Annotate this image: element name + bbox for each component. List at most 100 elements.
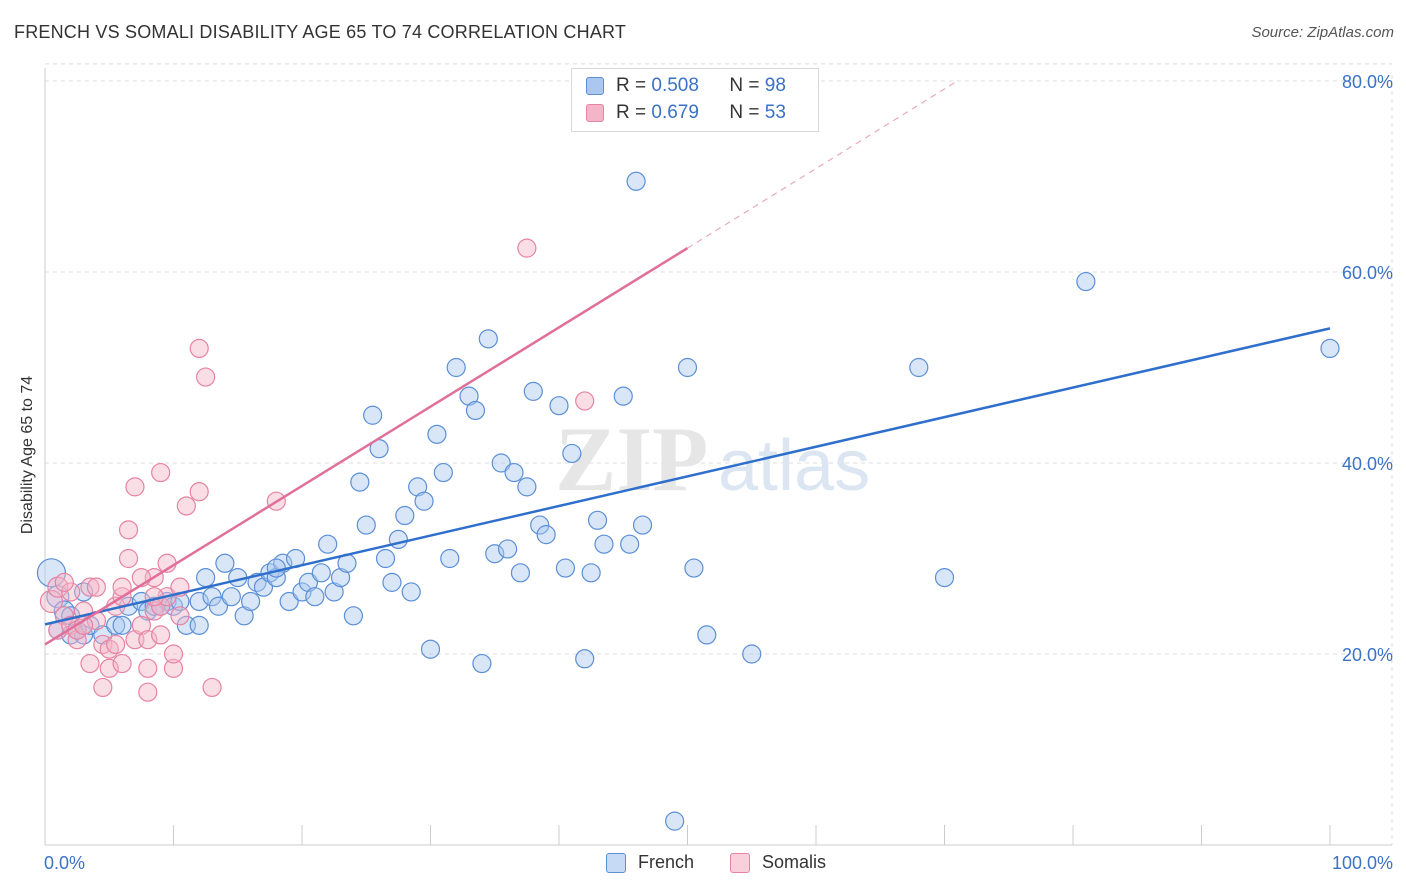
legend-r-label: R = (616, 102, 647, 123)
somalis-point (189, 482, 209, 502)
french-point (594, 534, 614, 554)
french-point (324, 582, 344, 602)
french-point (613, 386, 633, 406)
legend-r-label: R = (616, 75, 647, 96)
tick-labels: 20.0% 40.0% 60.0% 80.0% 0.0% 100.0% (44, 72, 1393, 873)
french-trendline (44, 327, 1331, 626)
french-point (221, 587, 241, 607)
somalis-point (106, 634, 126, 655)
french-point (420, 639, 441, 659)
axes (44, 68, 1392, 846)
french-point (395, 505, 415, 526)
somalis-point (125, 477, 145, 497)
french-point (305, 587, 325, 607)
legend-stats: R = 0.508 N = 98 R = 0.679 N = 53 (571, 68, 819, 132)
y-tick-label: 60.0% (1342, 263, 1393, 283)
watermark-atlas: atlas (718, 426, 870, 506)
french-point (363, 405, 383, 425)
french-point (36, 558, 67, 588)
somalis-point (39, 589, 64, 614)
french-point (427, 424, 447, 444)
french-point (478, 329, 498, 349)
somalis-point (86, 577, 107, 597)
french-point (106, 615, 126, 635)
french-point (446, 357, 466, 378)
legend-r-value: 0.679 (651, 102, 699, 123)
legend-label-french: French (638, 852, 695, 872)
somalis-point (54, 572, 74, 592)
watermark: ZIP atlas (555, 408, 870, 510)
french-point (112, 615, 132, 635)
french-point (581, 563, 601, 583)
legend-item-french[interactable]: French (606, 852, 694, 873)
somalis-point (112, 653, 132, 674)
legend-series: French Somalis (0, 852, 1406, 876)
somalis-point (517, 238, 537, 258)
french-point (298, 572, 319, 592)
somalis-point (118, 548, 139, 569)
french-point (279, 591, 299, 612)
french-point (536, 525, 556, 545)
french-point (465, 400, 486, 421)
french-point (189, 591, 209, 612)
somalis-point (138, 630, 158, 650)
watermark-zip: ZIP (555, 408, 708, 510)
french-point (414, 491, 434, 511)
x-tick-label: 0.0% (44, 853, 85, 873)
grid-lines (45, 63, 1393, 845)
legend-row-french: R = 0.508 N = 98 (586, 74, 786, 98)
french-point (620, 534, 640, 554)
french-point (318, 534, 338, 554)
somalis-point (99, 658, 119, 678)
french-points (36, 171, 1340, 831)
french-point (575, 649, 595, 669)
french-point (382, 572, 402, 592)
somalis-point (61, 582, 81, 602)
legend-r-value: 0.508 (651, 75, 699, 96)
french-point (440, 548, 460, 569)
legend-swatch-somalis (730, 852, 750, 873)
somalis-point (138, 682, 158, 702)
french-point (1320, 338, 1340, 358)
legend-item-somalis[interactable]: Somalis (730, 852, 826, 873)
y-tick-label: 80.0% (1342, 72, 1393, 92)
somalis-point (196, 367, 216, 387)
y-tick-label: 40.0% (1342, 454, 1393, 474)
somalis-point (151, 625, 171, 645)
somalis-point (47, 576, 69, 598)
french-point (292, 582, 312, 602)
somalis-point (189, 338, 209, 358)
french-point (555, 558, 576, 578)
french-point (697, 625, 717, 645)
somalis-point (80, 653, 100, 674)
trendlines (44, 80, 1331, 646)
french-point (684, 558, 704, 578)
legend-n-label: N = (729, 102, 760, 123)
french-point (356, 515, 376, 535)
legend-n-value: 53 (764, 102, 786, 123)
somalis-point (170, 606, 190, 626)
french-point (350, 472, 370, 492)
french-point (208, 596, 229, 616)
french-point (459, 386, 479, 406)
french-point (234, 606, 254, 626)
french-point (433, 462, 453, 483)
french-point (343, 606, 363, 626)
french-point (517, 477, 537, 497)
somalis-point (575, 391, 595, 411)
somalis-point (202, 677, 222, 698)
somalis-point (93, 677, 113, 698)
somali-trendline-extension (687, 80, 958, 249)
legend-n-label: N = (729, 75, 760, 96)
french-point (215, 553, 235, 573)
french-point (311, 563, 331, 583)
somalis-point (176, 496, 196, 516)
french-point (266, 558, 286, 578)
french-point (510, 563, 531, 583)
french-point (909, 357, 929, 378)
somali-trendline (44, 247, 689, 646)
legend-swatch-somalis (586, 104, 604, 122)
somalis-point (163, 658, 184, 678)
y-tick-label: 20.0% (1342, 645, 1393, 665)
